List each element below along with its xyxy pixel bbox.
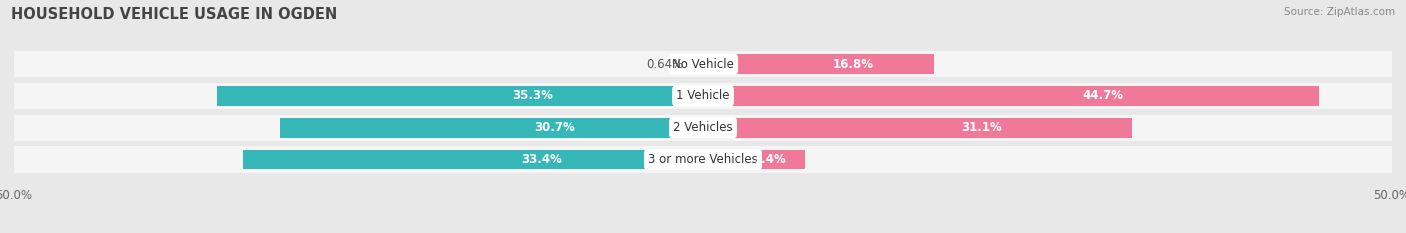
Text: HOUSEHOLD VEHICLE USAGE IN OGDEN: HOUSEHOLD VEHICLE USAGE IN OGDEN [11, 7, 337, 22]
Bar [14, 83, 1392, 109]
Text: 16.8%: 16.8% [832, 58, 875, 71]
Bar [14, 51, 1392, 77]
Text: 7.4%: 7.4% [752, 153, 786, 166]
Text: 3 or more Vehicles: 3 or more Vehicles [648, 153, 758, 166]
Text: 31.1%: 31.1% [962, 121, 1002, 134]
Bar [14, 115, 1392, 141]
Text: 33.4%: 33.4% [522, 153, 562, 166]
Bar [703, 86, 1319, 106]
Bar [703, 118, 1132, 137]
Bar [695, 54, 703, 74]
Bar [703, 150, 806, 169]
Text: 44.7%: 44.7% [1083, 89, 1123, 103]
Bar [14, 147, 1392, 172]
Bar [243, 150, 703, 169]
Text: 30.7%: 30.7% [534, 121, 575, 134]
Text: Source: ZipAtlas.com: Source: ZipAtlas.com [1284, 7, 1395, 17]
Bar [703, 54, 935, 74]
Legend: Owner-occupied, Renter-occupied: Owner-occupied, Renter-occupied [571, 229, 835, 233]
Text: 1 Vehicle: 1 Vehicle [676, 89, 730, 103]
Text: 0.64%: 0.64% [645, 58, 683, 71]
Text: No Vehicle: No Vehicle [672, 58, 734, 71]
Bar [217, 86, 703, 106]
Bar [280, 118, 703, 137]
Text: 35.3%: 35.3% [512, 89, 553, 103]
Text: 2 Vehicles: 2 Vehicles [673, 121, 733, 134]
